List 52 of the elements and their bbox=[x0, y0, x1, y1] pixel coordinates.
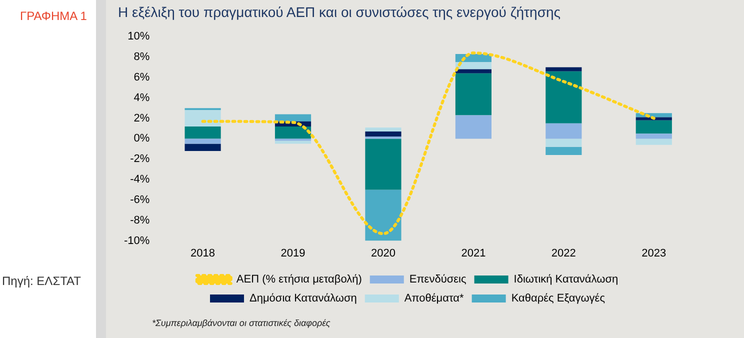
bar bbox=[365, 138, 402, 190]
y-tick-label: 0% bbox=[134, 132, 150, 145]
legend-label: Καθαρές Εξαγωγές bbox=[511, 292, 605, 305]
line-series bbox=[201, 51, 656, 236]
x-tick-label: 2022 bbox=[551, 247, 576, 260]
y-tick-label: -4% bbox=[130, 174, 150, 186]
y-tick-label: -6% bbox=[130, 194, 150, 206]
legend-label: Αποθέματα* bbox=[404, 292, 465, 305]
bar bbox=[365, 190, 402, 241]
bar bbox=[546, 67, 582, 72]
x-tick-label: 2019 bbox=[280, 247, 306, 260]
bar bbox=[184, 110, 221, 126]
chart-title: Η εξέλιξη του πραγματικού ΑΕΠ και οι συνιστώσες της ενεργού ζήτησης bbox=[118, 4, 561, 20]
y-tick-label: 10% bbox=[128, 30, 150, 43]
y-tick-label: -8% bbox=[130, 214, 150, 226]
x-tick-label: 2020 bbox=[370, 247, 396, 260]
y-tick-label: -2% bbox=[130, 153, 150, 166]
bar bbox=[274, 114, 312, 122]
legend-label: Επενδύσεις bbox=[409, 274, 466, 286]
bar bbox=[455, 62, 492, 70]
x-tick-label: 2018 bbox=[190, 247, 216, 260]
bar bbox=[546, 71, 582, 124]
bar bbox=[365, 127, 402, 132]
bar bbox=[546, 138, 582, 147]
bar bbox=[455, 69, 492, 74]
x-tick-label: 2023 bbox=[642, 247, 666, 260]
bar bbox=[184, 138, 221, 144]
y-tick-label: 2% bbox=[134, 112, 150, 124]
bar bbox=[274, 140, 312, 144]
bar bbox=[455, 73, 492, 116]
y-tick-label: -10% bbox=[124, 234, 150, 247]
bar bbox=[184, 126, 221, 139]
text: *Συμπεριλαμβάνονται οι στατιστικές διαφορές bbox=[152, 318, 330, 328]
text: Πηγή: ΕΛΣΤΑΤ bbox=[2, 274, 82, 288]
y-tick-label: 4% bbox=[134, 92, 150, 104]
bar bbox=[365, 132, 402, 137]
y-tick-label: 6% bbox=[134, 71, 150, 84]
bar bbox=[546, 123, 582, 139]
legend-label: Ιδιωτική Κατανάλωση bbox=[514, 274, 618, 286]
legend-label: Δημόσια Κατανάλωση bbox=[250, 292, 357, 305]
bar bbox=[636, 120, 672, 134]
bar bbox=[455, 115, 492, 139]
legend-label: ΑΕΠ (% ετήσια μεταβολή) bbox=[236, 274, 362, 286]
bar bbox=[184, 144, 221, 151]
x-tick-label: 2021 bbox=[461, 247, 486, 260]
text: ΓΡΑΦΗΜΑ 1 bbox=[20, 9, 87, 23]
bar bbox=[546, 146, 582, 156]
bar bbox=[636, 138, 672, 145]
bar bbox=[274, 126, 312, 139]
y-tick-label: 8% bbox=[134, 51, 150, 64]
bar bbox=[636, 134, 672, 139]
bar bbox=[636, 117, 672, 120]
